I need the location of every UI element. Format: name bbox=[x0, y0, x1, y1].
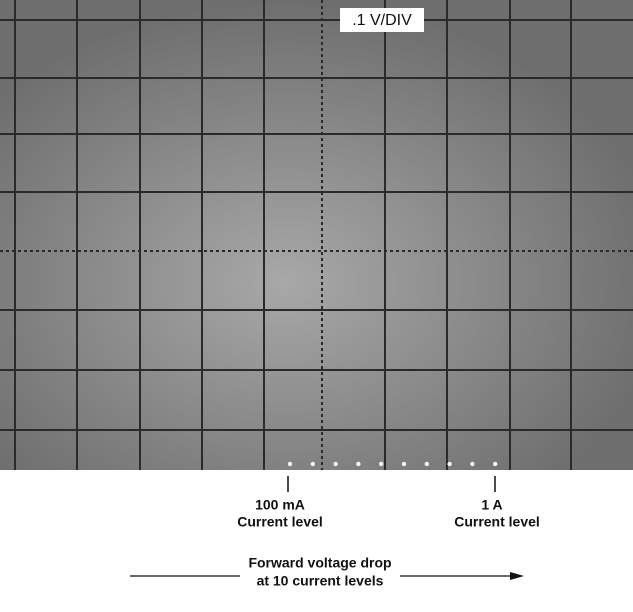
marker-value: 100 mA bbox=[255, 497, 305, 513]
marker-caption: Current level bbox=[454, 514, 540, 530]
trace-dot bbox=[356, 461, 361, 467]
trace-dot bbox=[493, 461, 498, 467]
footer-line: Forward voltage drop bbox=[248, 555, 391, 571]
trace-dot bbox=[379, 461, 384, 467]
arrow-head bbox=[510, 572, 524, 580]
trace-dot bbox=[424, 461, 429, 467]
scale-label: .1 V/DIV bbox=[352, 12, 412, 29]
scale-label-box bbox=[340, 8, 424, 32]
scope-screen bbox=[0, 0, 633, 470]
footer-line: at 10 current levels bbox=[257, 573, 384, 589]
marker-caption: Current level bbox=[237, 514, 323, 530]
graticule bbox=[0, 0, 633, 470]
trace-dot bbox=[287, 461, 293, 467]
trace-dot bbox=[401, 461, 407, 467]
marker-value: 1 A bbox=[481, 497, 502, 513]
trace-dot bbox=[333, 461, 338, 467]
trace-dot bbox=[447, 461, 452, 467]
trace-dot bbox=[470, 461, 475, 467]
trace-dot bbox=[310, 461, 315, 467]
trace-dots bbox=[287, 461, 498, 467]
